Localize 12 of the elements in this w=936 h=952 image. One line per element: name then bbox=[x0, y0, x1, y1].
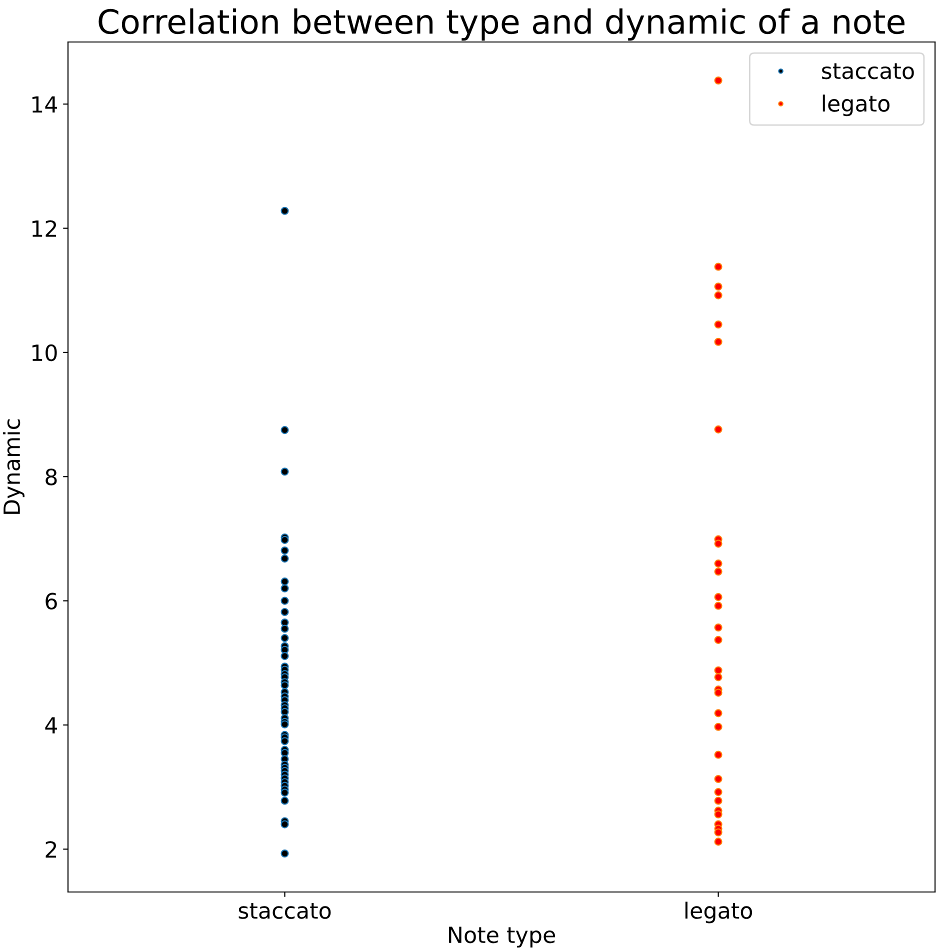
y-axis-title: Dynamic bbox=[2, 419, 24, 514]
y-tick-label: 12 bbox=[32, 220, 56, 237]
legend-label: legato bbox=[822, 94, 890, 116]
x-axis-title: Note type bbox=[449, 926, 555, 948]
y-tick-label: 8 bbox=[46, 468, 57, 486]
y-tick-label: 10 bbox=[32, 344, 57, 362]
y-tick-label: 2 bbox=[46, 841, 56, 858]
legend-label: staccato bbox=[822, 63, 914, 80]
y-tick-label: 14 bbox=[32, 96, 58, 113]
chart-title: Correlation between type and dynamic of a note bbox=[98, 8, 904, 41]
y-tick-label: 4 bbox=[45, 717, 58, 734]
y-tick-label: 6 bbox=[46, 592, 57, 610]
